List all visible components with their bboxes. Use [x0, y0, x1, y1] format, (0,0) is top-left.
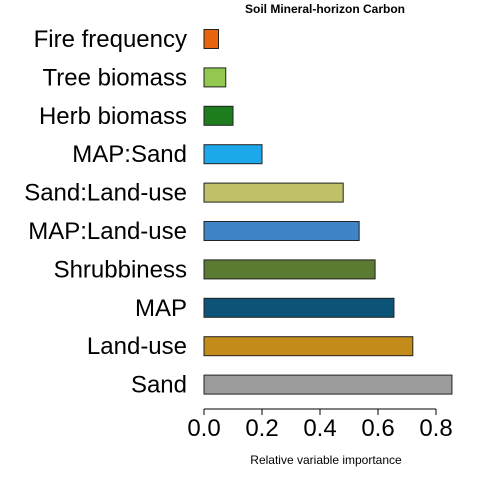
bar-map [203, 297, 395, 318]
x-tick-label: 0.2 [245, 415, 278, 442]
category-label-land-use: Land-use [87, 333, 187, 360]
bar-map-sand [203, 144, 263, 165]
category-label-map-land-use: MAP:Land-use [28, 218, 187, 245]
category-label-map-sand: MAP:Sand [72, 141, 187, 168]
bar-sand-land-use [203, 182, 344, 203]
bar-tree-biomass [203, 67, 227, 88]
category-label-tree-biomass: Tree biomass [43, 64, 188, 91]
category-label-herb-biomass: Herb biomass [39, 103, 187, 130]
bar-shrubbiness [203, 259, 376, 280]
x-axis: 0.0 0.2 0.4 0.6 0.8 [187, 408, 453, 442]
bars-group [203, 29, 453, 395]
x-axis-label: Relative variable importance [250, 453, 402, 467]
bar-fire-frequency [203, 29, 219, 49]
x-tick-label: 0.0 [187, 415, 220, 442]
chart-title: Soil Mineral-horizon Carbon [245, 2, 405, 16]
bar-land-use [203, 336, 414, 357]
x-tick-label: 0.4 [303, 415, 336, 442]
x-tick-label: 0.6 [361, 415, 394, 442]
category-label-sand: Sand [131, 372, 187, 399]
bar-herb-biomass [203, 105, 234, 126]
x-tick-label: 0.8 [419, 415, 452, 442]
category-label-sand-land-use: Sand:Land-use [24, 180, 187, 207]
category-label-map: MAP [135, 295, 187, 322]
category-labels-group: Fire frequency Tree biomass Herb biomass MA… [24, 26, 187, 399]
bar-sand [203, 374, 453, 395]
category-label-shrubbiness: Shrubbiness [54, 256, 187, 283]
category-label-fire-frequency: Fire frequency [34, 26, 187, 53]
bar-map-land-use [203, 221, 360, 241]
